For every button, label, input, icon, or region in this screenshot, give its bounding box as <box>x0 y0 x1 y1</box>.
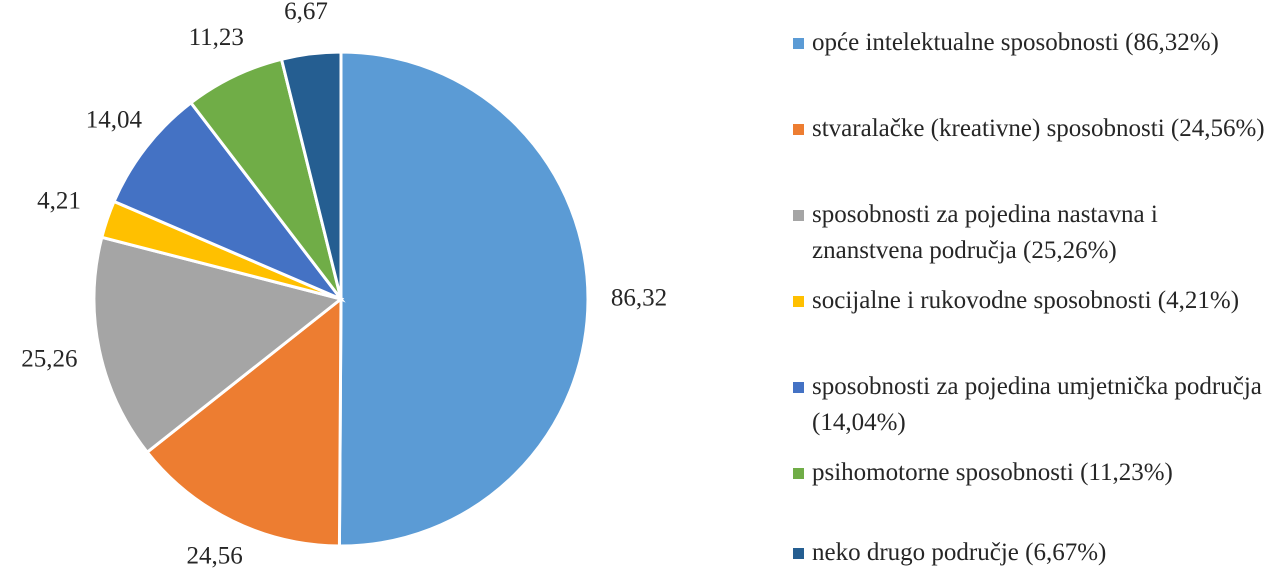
legend-item: stvaralačke (kreativne) sposobnosti (24,… <box>790 111 1270 147</box>
legend-item: psihomotorne sposobnosti (11,23%) <box>790 455 1270 491</box>
data-label: 11,23 <box>189 24 244 51</box>
data-label: 4,21 <box>37 187 81 214</box>
pie-slice <box>145 295 343 548</box>
legend-label: stvaralačke (kreativne) sposobnosti (24,… <box>812 115 1265 142</box>
data-label: 86,32 <box>611 285 667 312</box>
data-label: 25,26 <box>21 345 77 372</box>
pie-slice <box>92 235 345 455</box>
legend-swatch <box>793 38 804 49</box>
legend-item: socijalne i rukovodne sposobnosti (4,21%… <box>790 283 1270 319</box>
legend-swatch <box>793 124 804 135</box>
legend-label: socijalne i rukovodne sposobnosti (4,21%… <box>812 287 1240 314</box>
legend-label: sposobnosti za pojedina umjetnička podru… <box>812 373 1262 436</box>
pie-slice <box>337 50 590 548</box>
data-label: 6,67 <box>284 0 328 25</box>
legend-label: opće intelektualne sposobnosti (86,32%) <box>812 29 1219 56</box>
data-label: 24,56 <box>187 543 243 570</box>
legend-label: sposobnosti za pojedina nastavna i znans… <box>812 201 1158 264</box>
legend-label: psihomotorne sposobnosti (11,23%) <box>812 459 1173 486</box>
data-label: 14,04 <box>86 107 143 134</box>
legend-swatch <box>793 548 804 559</box>
pie-slice <box>279 50 343 300</box>
legend-item: neko drugo područje (6,67%) <box>790 535 1270 571</box>
legend-swatch <box>793 468 804 479</box>
legend-swatch <box>793 382 804 393</box>
legend-label: neko drugo područje (6,67%) <box>812 539 1107 566</box>
legend-item: opće intelektualne sposobnosti (86,32%) <box>790 25 1270 61</box>
legend-swatch <box>793 210 804 221</box>
pie-slice <box>112 100 346 303</box>
legend-item: sposobnosti za pojedina umjetnička podru… <box>790 369 1270 441</box>
legend-swatch <box>793 296 804 307</box>
legend-item: sposobnosti za pojedina nastavna i znans… <box>790 197 1270 269</box>
